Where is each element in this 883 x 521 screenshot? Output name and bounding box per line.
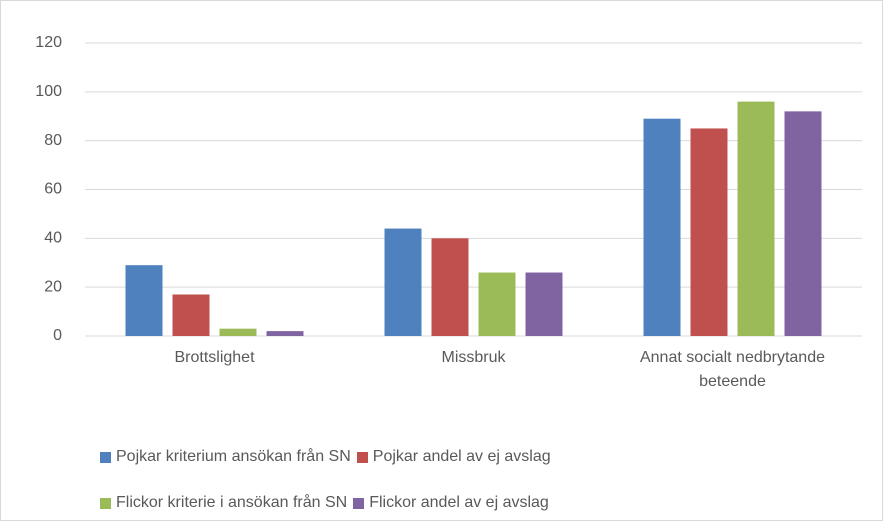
x-tick-label: Annat socialt nedbrytande beteende xyxy=(639,349,825,390)
legend-swatch xyxy=(100,497,111,509)
x-tick-label: Brottslighet xyxy=(174,349,255,366)
legend-item: Flickor andel av ej avslag xyxy=(353,480,549,521)
legend-item: Pojkar andel av ej avslag xyxy=(356,434,551,480)
y-tick-label: 100 xyxy=(35,83,62,100)
legend-item: Pojkar kriterium ansökan från SN xyxy=(100,434,351,480)
legend-swatch xyxy=(356,451,368,463)
legend-item: Flickor kriterie i ansökan från SN xyxy=(100,480,347,521)
bar xyxy=(172,294,210,336)
legend-label: Pojkar kriterium ansökan från SN xyxy=(116,448,351,465)
bar xyxy=(525,272,563,336)
bar xyxy=(219,328,257,336)
bar xyxy=(737,101,775,336)
legend-swatch xyxy=(353,497,365,509)
y-tick-label: 20 xyxy=(44,278,62,295)
bar xyxy=(478,272,516,336)
legend-swatch xyxy=(100,451,111,463)
bar xyxy=(266,331,304,336)
bar xyxy=(643,118,681,336)
bar xyxy=(431,238,469,336)
bar xyxy=(384,228,422,336)
legend: Pojkar kriterium ansökan från SN Pojkar a… xyxy=(100,434,740,521)
y-tick-label: 40 xyxy=(44,230,62,247)
x-tick-label: Missbruk xyxy=(441,349,506,366)
legend-label: Pojkar andel av ej avslag xyxy=(372,448,551,465)
y-tick-label: 60 xyxy=(44,181,62,198)
bar xyxy=(784,111,822,336)
legend-label: Flickor kriterie i ansökan från SN xyxy=(116,494,348,511)
y-tick-label: 80 xyxy=(44,132,62,149)
y-tick-label: 0 xyxy=(53,327,62,344)
bar xyxy=(125,265,163,336)
legend-label: Flickor andel av ej avslag xyxy=(369,494,549,511)
y-tick-label: 120 xyxy=(35,34,62,51)
bar xyxy=(690,128,728,336)
